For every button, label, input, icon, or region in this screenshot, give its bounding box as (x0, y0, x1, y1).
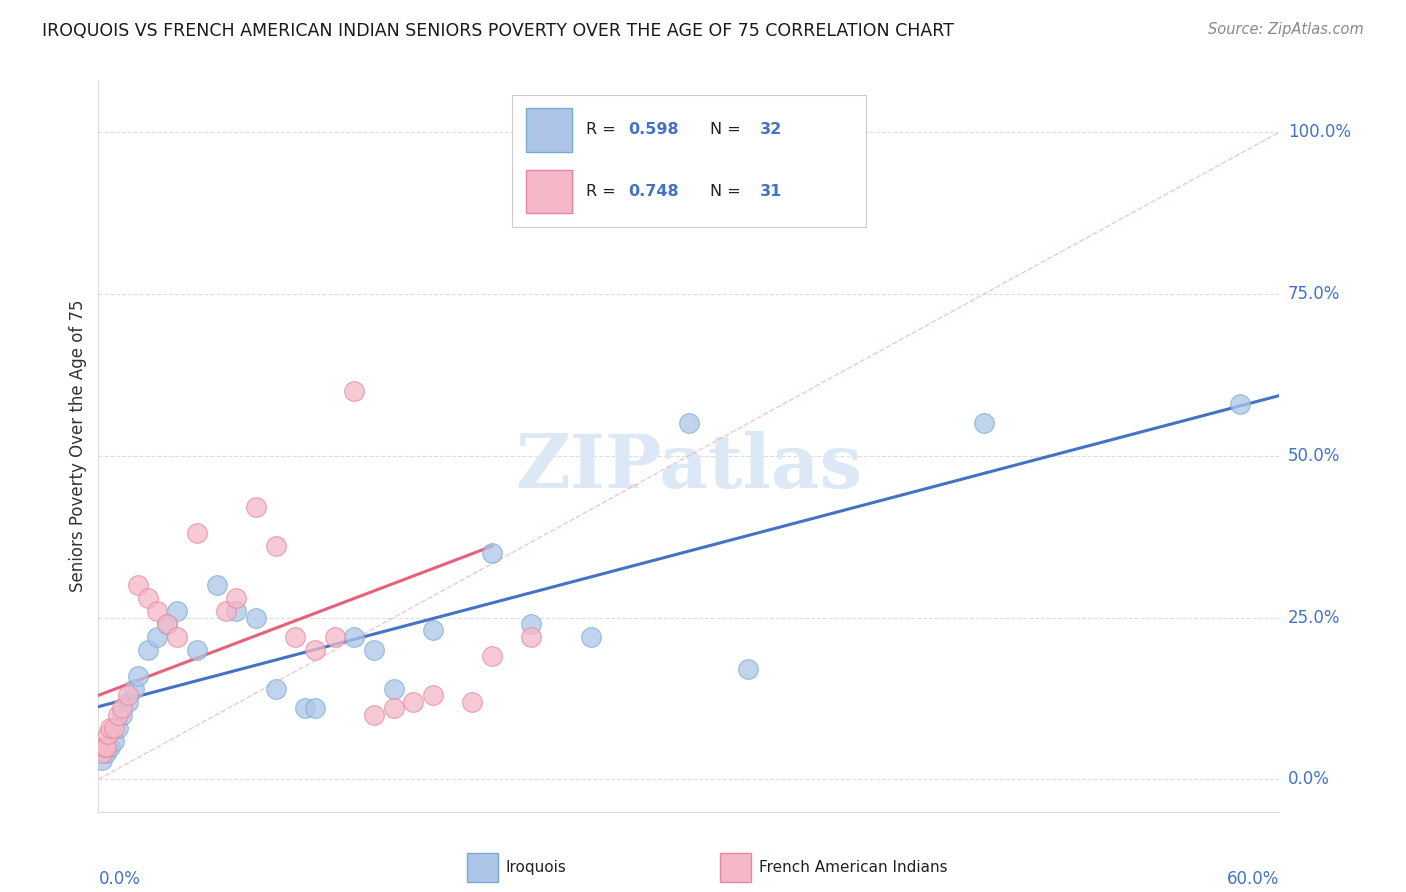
Text: 50.0%: 50.0% (1288, 447, 1340, 465)
Point (245, 500, 267, 515)
Point (136, 591, 159, 606)
Point (186, 526, 208, 541)
Point (481, 546, 503, 560)
Text: IROQUOIS VS FRENCH AMERICAN INDIAN SENIORS POVERTY OVER THE AGE OF 75 CORRELATIO: IROQUOIS VS FRENCH AMERICAN INDIAN SENIO… (42, 22, 955, 40)
Point (264, 539, 287, 553)
Point (343, 630, 366, 644)
Point (461, 695, 484, 709)
Point (245, 610, 267, 624)
Point (402, 695, 425, 709)
Bar (720, 854, 751, 881)
Point (166, 604, 188, 618)
Point (96, 739, 118, 754)
Point (166, 630, 188, 644)
Point (363, 707, 385, 722)
Point (264, 681, 287, 696)
Point (382, 681, 405, 696)
Y-axis label: Seniors Poverty Over the Age of 75: Seniors Poverty Over the Age of 75 (69, 300, 87, 592)
Point (111, 701, 134, 715)
Point (343, 384, 366, 398)
Point (678, 417, 700, 431)
Point (97, 739, 120, 754)
Text: 60.0%: 60.0% (1227, 870, 1279, 888)
Point (98, 721, 121, 735)
Point (304, 643, 326, 657)
Point (107, 707, 129, 722)
Text: Source: ZipAtlas.com: Source: ZipAtlas.com (1208, 22, 1364, 37)
Text: ZIPatlas: ZIPatlas (516, 432, 862, 505)
Point (98, 739, 121, 754)
Point (93, 739, 115, 754)
Text: 100.0%: 100.0% (1288, 123, 1351, 141)
Text: 0.0%: 0.0% (1288, 771, 1330, 789)
Point (96, 747, 118, 761)
Point (103, 733, 125, 747)
Point (481, 649, 503, 664)
Point (520, 617, 543, 632)
Text: Iroquois: Iroquois (505, 860, 565, 875)
Point (107, 721, 129, 735)
Point (363, 643, 385, 657)
Point (304, 701, 326, 715)
Point (422, 688, 444, 702)
Point (103, 721, 125, 735)
Point (91, 747, 114, 761)
Point (284, 630, 307, 644)
Point (1229, 397, 1251, 411)
Point (186, 643, 208, 657)
Point (146, 630, 169, 644)
Text: 75.0%: 75.0% (1288, 285, 1340, 303)
Point (117, 688, 139, 702)
Bar (467, 854, 498, 881)
Point (520, 630, 543, 644)
Point (156, 617, 179, 632)
Text: 25.0%: 25.0% (1288, 608, 1340, 626)
Point (111, 707, 134, 722)
Point (122, 681, 145, 696)
Point (225, 591, 247, 606)
Point (215, 604, 238, 618)
Point (117, 695, 139, 709)
Text: 0.0%: 0.0% (98, 870, 141, 888)
Point (146, 604, 169, 618)
Point (382, 701, 405, 715)
Point (127, 669, 149, 683)
Point (737, 662, 759, 676)
Point (973, 417, 995, 431)
Point (619, 125, 641, 139)
Point (127, 578, 149, 592)
Point (205, 578, 228, 592)
Point (294, 701, 316, 715)
Point (225, 604, 247, 618)
Point (136, 643, 159, 657)
Point (422, 624, 444, 638)
Point (323, 630, 346, 644)
Point (97, 727, 120, 741)
Point (156, 617, 179, 632)
Point (91, 753, 114, 767)
Text: French American Indians: French American Indians (759, 860, 948, 875)
Point (579, 630, 602, 644)
